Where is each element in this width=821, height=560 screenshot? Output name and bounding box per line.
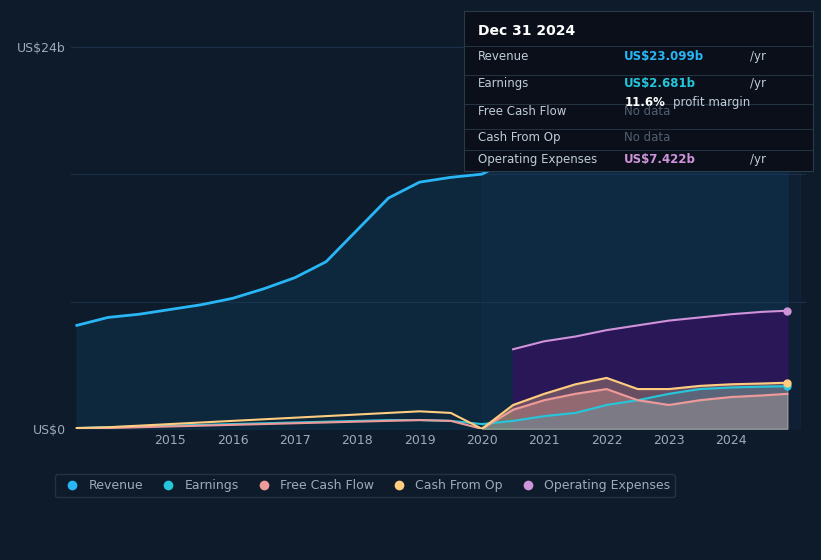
Text: profit margin: profit margin xyxy=(673,96,750,109)
Text: US$2.681b: US$2.681b xyxy=(624,77,696,90)
Bar xyxy=(482,15,800,429)
Text: No data: No data xyxy=(624,105,671,118)
Text: 11.6%: 11.6% xyxy=(624,96,665,109)
Text: Revenue: Revenue xyxy=(478,49,530,63)
Text: US$23.099b: US$23.099b xyxy=(624,49,704,63)
Text: No data: No data xyxy=(624,131,671,144)
Text: /yr: /yr xyxy=(750,153,766,166)
Text: Free Cash Flow: Free Cash Flow xyxy=(478,105,566,118)
Legend: Revenue, Earnings, Free Cash Flow, Cash From Op, Operating Expenses: Revenue, Earnings, Free Cash Flow, Cash … xyxy=(55,474,675,497)
Text: Earnings: Earnings xyxy=(478,77,530,90)
Text: /yr: /yr xyxy=(750,49,766,63)
Text: US$7.422b: US$7.422b xyxy=(624,153,696,166)
Text: /yr: /yr xyxy=(750,77,766,90)
Text: Cash From Op: Cash From Op xyxy=(478,131,560,144)
Text: Operating Expenses: Operating Expenses xyxy=(478,153,597,166)
Text: Dec 31 2024: Dec 31 2024 xyxy=(478,24,575,38)
